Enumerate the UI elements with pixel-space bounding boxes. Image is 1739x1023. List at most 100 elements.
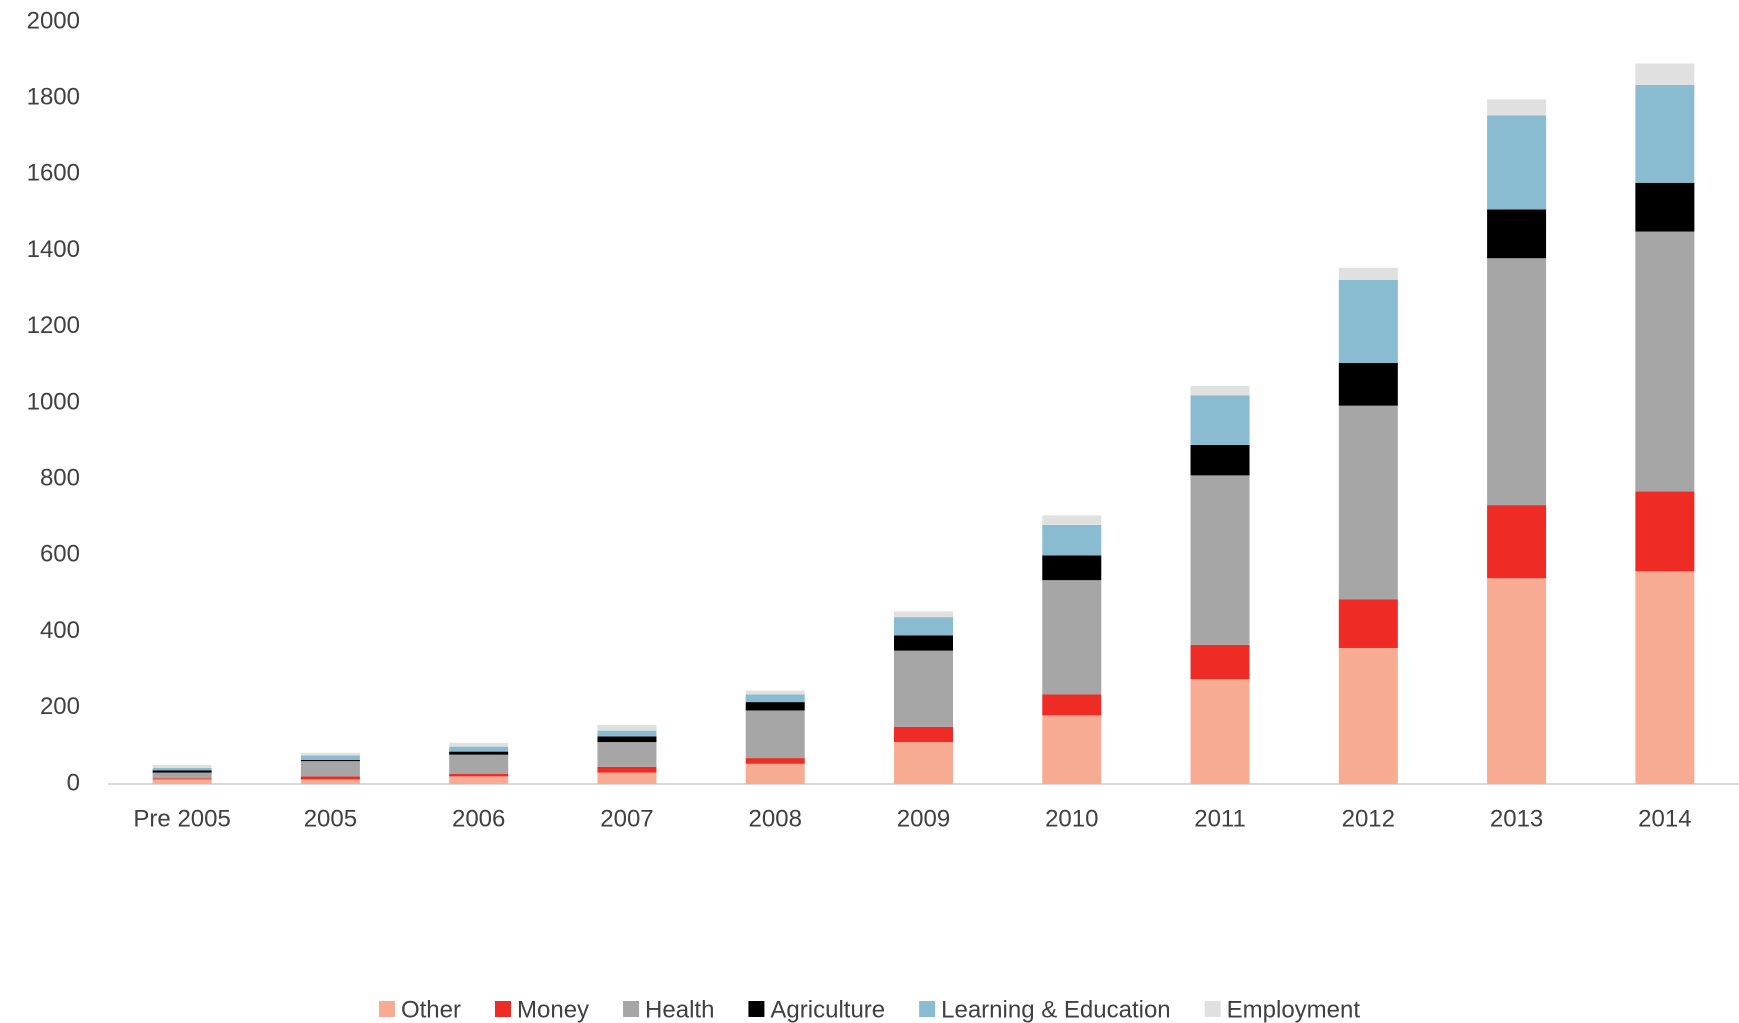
- bar-segment: [1042, 580, 1102, 695]
- bar-segment: [1190, 679, 1250, 784]
- legend-swatch: [378, 1001, 395, 1017]
- bar-segment: [300, 779, 360, 784]
- bar-segment: [894, 617, 953, 636]
- legend-swatch: [623, 1001, 640, 1017]
- bar-segment: [1635, 182, 1695, 232]
- y-tick-label: 1200: [27, 312, 80, 339]
- y-tick-label: 600: [40, 541, 80, 568]
- bar-segment: [1635, 571, 1695, 784]
- legend-swatch: [1204, 1001, 1221, 1017]
- x-tick-label: 2011: [1194, 805, 1246, 832]
- bar-segment: [449, 751, 509, 755]
- x-tick-label: 2009: [897, 805, 950, 832]
- x-tick-label: 2012: [1342, 805, 1395, 832]
- bar-segment: [152, 779, 212, 784]
- bar-segment: [597, 730, 657, 737]
- x-tick-label: 2013: [1490, 805, 1543, 832]
- bar-segment: [745, 690, 805, 695]
- bar-segment: [1042, 524, 1102, 556]
- x-tick-label: 2006: [452, 805, 505, 832]
- legend-swatch: [495, 1001, 511, 1017]
- bar-segment: [300, 752, 360, 756]
- x-tick-label: 2007: [600, 805, 653, 832]
- bar-segment: [300, 755, 360, 760]
- legend-label: Employment: [1227, 996, 1361, 1023]
- bar-segment: [597, 736, 657, 743]
- bar-segment: [745, 758, 805, 764]
- legend-label: Money: [517, 996, 589, 1023]
- bar-segment: [152, 772, 212, 779]
- bar-segment: [300, 759, 360, 762]
- bar-segment: [449, 776, 509, 784]
- bar-segment: [152, 770, 212, 773]
- bar-segment: [1042, 715, 1102, 784]
- bar-segment: [745, 710, 805, 759]
- bar-segment: [449, 754, 509, 774]
- bar-segment: [449, 773, 509, 777]
- bar-segment: [449, 746, 509, 752]
- x-tick-label: 2008: [749, 805, 802, 832]
- bar-segment: [894, 726, 953, 743]
- bar-segment: [894, 650, 953, 727]
- bar-segment: [894, 611, 953, 618]
- legend-label: Other: [401, 996, 461, 1023]
- bar-segment: [1338, 647, 1398, 784]
- bar-segment: [1338, 279, 1398, 363]
- bar-segment: [597, 742, 657, 767]
- bar-segment: [1635, 84, 1695, 183]
- bar-segment: [152, 764, 212, 768]
- bar-segment: [1635, 63, 1695, 85]
- bar-segment: [1338, 599, 1398, 648]
- bar-segment: [152, 767, 212, 771]
- y-tick-label: 1600: [27, 160, 80, 187]
- bar-segment: [597, 724, 657, 731]
- bar-segment: [1042, 515, 1102, 525]
- y-tick-label: 200: [40, 693, 80, 720]
- y-tick-label: 1000: [27, 388, 80, 415]
- legend-swatch: [748, 1001, 765, 1017]
- bar-segment: [597, 772, 657, 784]
- bar-segment: [745, 702, 805, 711]
- bar-segment: [894, 742, 953, 784]
- bar-segment: [745, 763, 805, 784]
- legend-label: Agriculture: [770, 996, 885, 1023]
- bar-segment: [300, 776, 360, 780]
- x-tick-label: 2010: [1045, 805, 1098, 832]
- bar-segment: [1635, 491, 1695, 572]
- bar-segment: [1190, 475, 1250, 645]
- bar-segment: [1190, 385, 1250, 396]
- bar-segment: [1190, 395, 1250, 445]
- legend-swatch: [919, 1001, 936, 1017]
- bar-segment: [1635, 231, 1695, 492]
- bar-segment: [1338, 362, 1398, 406]
- bar-segment: [1042, 555, 1102, 581]
- bar-segment: [745, 694, 805, 703]
- legend-label: Health: [645, 996, 714, 1023]
- x-tick-label: Pre 2005: [133, 805, 230, 832]
- bar-segment: [1042, 694, 1102, 716]
- bar-segment: [597, 766, 657, 773]
- bar-segment: [894, 635, 953, 651]
- bar-segment: [1487, 115, 1547, 210]
- bar-segment: [1338, 267, 1398, 280]
- bar-segment: [1487, 99, 1547, 116]
- bar-segment: [1487, 258, 1547, 506]
- legend-label: Learning & Education: [941, 996, 1171, 1023]
- y-tick-label: 800: [40, 465, 80, 492]
- y-tick-label: 1400: [27, 236, 80, 263]
- x-tick-label: 2014: [1638, 805, 1691, 832]
- bar-segment: [1487, 578, 1547, 784]
- bar-segment: [1487, 505, 1547, 579]
- y-tick-label: 2000: [27, 7, 80, 34]
- bar-segment: [1190, 644, 1250, 680]
- y-tick-label: 1800: [27, 84, 80, 111]
- bar-segment: [152, 778, 212, 780]
- y-tick-label: 400: [40, 617, 80, 644]
- bar-segment: [449, 742, 509, 747]
- bar-segment: [1338, 405, 1398, 600]
- bar-segment: [1190, 444, 1250, 476]
- bar-segment: [1487, 209, 1547, 259]
- y-tick-label: 0: [67, 769, 80, 796]
- bar-segment: [300, 761, 360, 777]
